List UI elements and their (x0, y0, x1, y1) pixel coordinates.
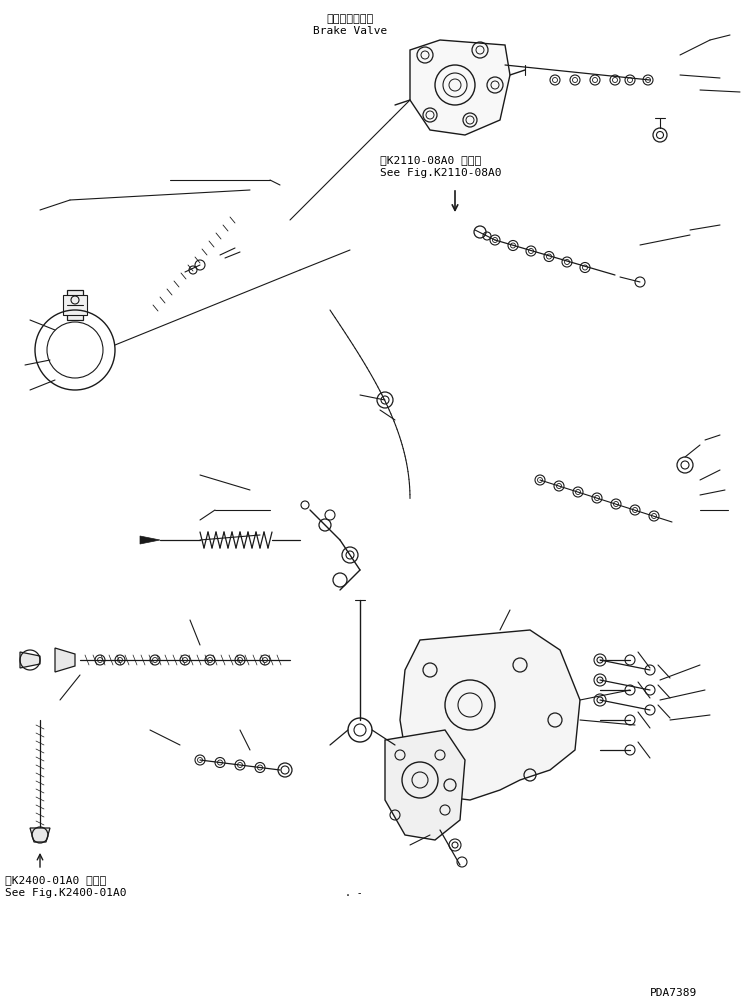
Polygon shape (400, 630, 580, 800)
Text: PDA7389: PDA7389 (650, 988, 698, 998)
Text: ブレーキバルブ: ブレーキバルブ (327, 14, 374, 24)
Polygon shape (55, 648, 75, 672)
Polygon shape (410, 40, 510, 135)
Polygon shape (385, 730, 465, 840)
Bar (63, 295, 87, 314)
Text: See Fig.K2400-01A0: See Fig.K2400-01A0 (5, 888, 127, 898)
Bar (67, 290, 83, 320)
Polygon shape (30, 828, 50, 842)
Polygon shape (140, 536, 160, 544)
Text: . -: . - (345, 888, 363, 898)
Polygon shape (20, 652, 40, 668)
Text: Brake Valve: Brake Valve (313, 26, 387, 36)
Text: 第K2110-08A0 図参照: 第K2110-08A0 図参照 (380, 155, 481, 165)
Text: 第K2400-01A0 図参照: 第K2400-01A0 図参照 (5, 875, 106, 885)
Text: See Fig.K2110-08A0: See Fig.K2110-08A0 (380, 168, 501, 178)
